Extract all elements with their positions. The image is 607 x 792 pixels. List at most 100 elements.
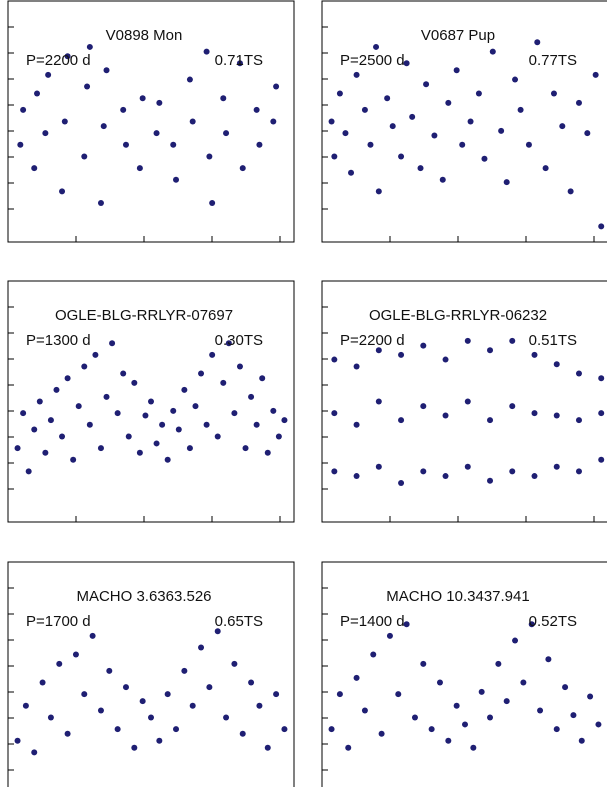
point (31, 426, 38, 433)
point (559, 123, 566, 130)
point (198, 644, 205, 651)
period-label: P=2200 d (26, 52, 91, 69)
point (531, 473, 538, 480)
point (375, 398, 382, 405)
point (114, 726, 121, 733)
point (47, 417, 54, 424)
point (223, 714, 230, 721)
point (370, 651, 377, 658)
point (464, 337, 471, 344)
point (509, 468, 516, 475)
point (575, 99, 582, 106)
point (550, 90, 557, 97)
point (100, 123, 107, 130)
point (475, 90, 482, 97)
point (353, 71, 360, 78)
point (259, 375, 266, 382)
point (270, 407, 277, 414)
point (361, 106, 368, 113)
point (598, 375, 605, 382)
point (328, 118, 335, 125)
ts-label: 0.51TS (529, 332, 577, 349)
point (512, 76, 519, 83)
point (459, 141, 466, 148)
period-label: P=1300 d (26, 332, 91, 349)
point (225, 340, 232, 347)
point (462, 721, 468, 728)
point (159, 421, 166, 428)
point (398, 480, 405, 487)
point (417, 165, 424, 172)
point (584, 130, 591, 137)
point (420, 403, 427, 410)
point (531, 351, 538, 358)
point (353, 363, 360, 370)
ts-label: 0.65TS (215, 613, 263, 630)
point (206, 684, 213, 691)
point (231, 660, 238, 667)
panel-frame (321, 0, 607, 243)
point (47, 714, 54, 721)
point (389, 123, 396, 130)
point (398, 351, 405, 358)
point (253, 421, 260, 428)
point (403, 621, 410, 628)
point (598, 410, 605, 417)
point (109, 340, 116, 347)
point (598, 456, 605, 463)
point (503, 179, 510, 186)
point (156, 99, 163, 106)
point (464, 463, 471, 470)
period-label: P=2200 d (340, 332, 405, 349)
point (248, 679, 255, 686)
point (273, 691, 280, 698)
point (398, 417, 405, 424)
point (31, 749, 38, 756)
point (331, 468, 338, 475)
point (239, 730, 246, 737)
point (209, 200, 216, 207)
point (348, 169, 355, 176)
point (442, 473, 449, 480)
point (281, 726, 288, 733)
point (398, 153, 405, 160)
point (59, 433, 66, 440)
point (562, 684, 569, 691)
point (198, 370, 205, 377)
point (253, 106, 260, 113)
point (331, 153, 338, 160)
point (103, 393, 110, 400)
point (373, 43, 380, 50)
point (509, 403, 516, 410)
point (56, 660, 63, 667)
point (64, 730, 71, 737)
point (503, 698, 510, 705)
point (34, 90, 41, 97)
point (281, 417, 288, 424)
point (553, 726, 560, 733)
point (203, 48, 210, 55)
point (97, 445, 104, 452)
point (478, 688, 485, 695)
point (567, 188, 574, 195)
point (148, 398, 154, 405)
point (39, 679, 46, 686)
point (336, 90, 343, 97)
panel-frame (7, 561, 295, 792)
point (331, 356, 338, 363)
point (395, 691, 402, 698)
point (384, 95, 391, 102)
point (528, 621, 535, 628)
point (411, 714, 418, 721)
point (578, 737, 585, 744)
point (345, 744, 352, 751)
point (428, 726, 435, 733)
point (173, 726, 180, 733)
point (120, 370, 127, 377)
point (442, 356, 449, 363)
point (86, 43, 93, 50)
point (353, 421, 360, 428)
point (97, 707, 104, 714)
point (595, 721, 602, 728)
point (553, 412, 560, 419)
